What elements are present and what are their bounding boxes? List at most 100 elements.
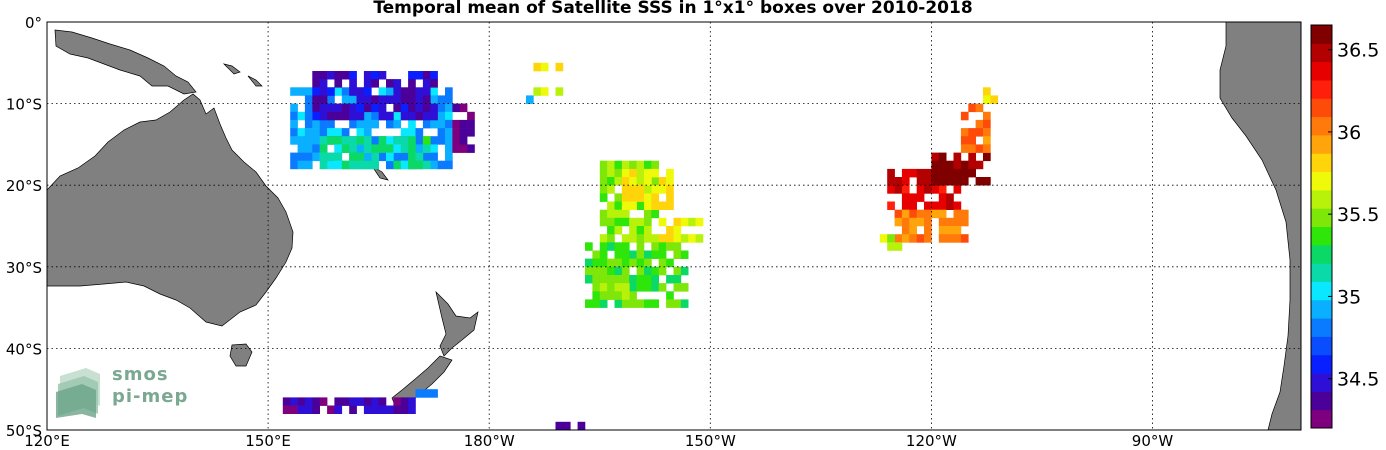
sss-cell <box>312 71 320 80</box>
sss-cell <box>879 234 888 243</box>
sss-cell <box>445 119 453 129</box>
sss-cell <box>349 71 357 80</box>
sss-cell <box>400 87 409 96</box>
sss-cell <box>312 136 320 145</box>
sss-cell <box>629 201 637 210</box>
sss-cell <box>459 128 468 137</box>
sss-cell <box>666 193 674 202</box>
sss-cell <box>430 79 438 88</box>
sss-cell <box>931 152 940 162</box>
sss-cell <box>673 242 682 251</box>
sss-cell <box>666 242 674 251</box>
sss-cell <box>334 397 343 406</box>
sss-cell <box>430 389 438 398</box>
sss-cell <box>393 87 402 96</box>
sss-cell <box>644 185 652 194</box>
australia-landmass <box>46 93 294 327</box>
colorbar-segment <box>1311 171 1332 191</box>
sss-cell <box>408 397 416 406</box>
sss-cell <box>467 119 475 129</box>
sss-cell <box>304 160 313 170</box>
sss-cell <box>644 275 652 284</box>
sss-cell <box>393 397 402 406</box>
sss-cell <box>297 136 306 145</box>
sss-cell <box>430 111 438 121</box>
sss-cell <box>393 160 402 170</box>
sss-cell <box>371 119 379 129</box>
colorbar-tick-label: 36.5 <box>1337 40 1379 62</box>
sss-cell <box>304 103 313 113</box>
sss-cell <box>894 234 903 243</box>
sss-cell <box>629 283 637 292</box>
sss-cell <box>924 201 932 210</box>
sss-cell <box>931 209 940 219</box>
sss-cell <box>371 79 379 88</box>
sss-cell <box>894 217 903 227</box>
sss-cell <box>327 136 335 145</box>
sss-cell <box>312 103 320 113</box>
sss-cell <box>599 177 608 186</box>
sss-cell <box>894 185 903 194</box>
sss-cell <box>629 291 637 300</box>
sss-cell <box>614 299 623 308</box>
sss-cell <box>651 283 659 292</box>
sss-cell <box>312 95 320 104</box>
sss-cell <box>614 217 623 227</box>
sss-cell <box>371 136 379 145</box>
sss-cell <box>349 119 357 129</box>
sss-cell <box>341 71 350 80</box>
sss-cell <box>629 226 637 235</box>
sss-cell <box>319 136 328 145</box>
sss-cell <box>960 128 969 137</box>
sss-cell <box>585 266 593 276</box>
colorbar <box>1310 24 1333 429</box>
sss-cell <box>437 111 446 121</box>
sss-cell <box>644 299 652 308</box>
land-masses <box>46 21 1302 431</box>
sss-cell <box>621 266 630 276</box>
sss-cell <box>636 299 645 308</box>
sss-cell <box>378 397 387 406</box>
sss-cell <box>975 177 984 186</box>
sss-cell <box>636 250 645 259</box>
sss-cell <box>334 79 343 88</box>
sss-cell <box>931 168 940 178</box>
sss-cell <box>282 405 291 414</box>
sss-cell <box>363 119 372 129</box>
sss-cell <box>688 234 696 243</box>
sss-cell <box>356 144 365 153</box>
sss-cell <box>599 283 608 292</box>
sss-cell <box>975 160 984 170</box>
sss-cell <box>415 128 424 137</box>
sss-cell <box>327 71 335 80</box>
sss-cell <box>386 144 394 153</box>
sss-cell <box>334 103 343 113</box>
sss-cell <box>459 119 468 129</box>
colorbar-segment <box>1311 336 1332 356</box>
x-tick-label: 180°W <box>464 432 515 450</box>
sss-cell <box>408 405 416 414</box>
sss-cell <box>658 266 667 276</box>
sss-cell <box>599 193 608 202</box>
sss-cell <box>621 258 630 268</box>
sss-cell <box>282 397 291 406</box>
sss-cell <box>680 250 689 259</box>
sss-cell <box>666 275 674 284</box>
sss-cell <box>607 160 615 170</box>
sss-cell <box>651 193 659 202</box>
sss-cell <box>393 119 402 129</box>
sss-cell <box>953 201 962 210</box>
sss-cell <box>297 87 306 96</box>
sss-cell <box>953 152 962 162</box>
sss-cell <box>363 95 372 104</box>
sss-cell <box>290 405 298 414</box>
sss-cell <box>430 103 438 113</box>
new-guinea-landmass <box>54 29 197 95</box>
sss-cell <box>953 185 962 194</box>
sss-cell <box>304 136 313 145</box>
sss-cell <box>599 291 608 300</box>
sss-cell <box>356 397 365 406</box>
x-tick-label: 120°E <box>24 432 70 450</box>
sss-cell <box>585 258 593 268</box>
sss-cell <box>938 152 947 162</box>
